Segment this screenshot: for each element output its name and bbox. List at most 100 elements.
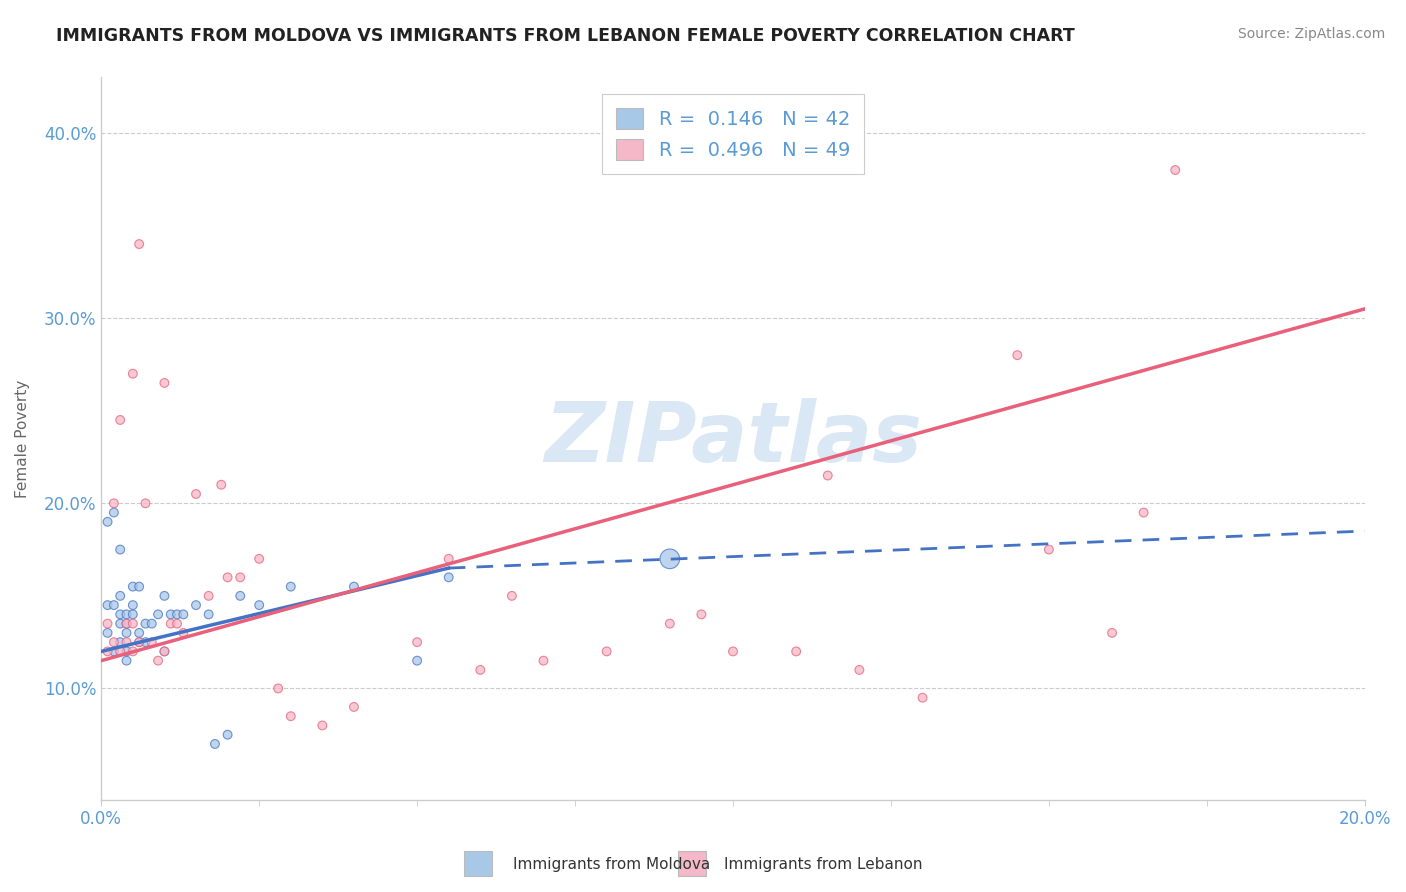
Point xyxy=(115,635,138,649)
Point xyxy=(658,551,681,566)
Point xyxy=(128,635,150,649)
Text: ZIPatlas: ZIPatlas xyxy=(544,398,922,479)
Point xyxy=(470,663,492,677)
Point xyxy=(97,626,120,640)
Point xyxy=(229,570,252,584)
Point xyxy=(166,607,188,622)
Point xyxy=(159,616,181,631)
Point xyxy=(501,589,523,603)
Point xyxy=(97,598,120,612)
Point xyxy=(437,551,460,566)
Point xyxy=(848,663,870,677)
Point xyxy=(159,607,181,622)
Point xyxy=(146,607,169,622)
Point xyxy=(121,580,143,594)
Point xyxy=(184,487,207,501)
Point xyxy=(128,237,150,252)
Point xyxy=(247,598,270,612)
Text: IMMIGRANTS FROM MOLDOVA VS IMMIGRANTS FROM LEBANON FEMALE POVERTY CORRELATION CH: IMMIGRANTS FROM MOLDOVA VS IMMIGRANTS FR… xyxy=(56,27,1076,45)
Point xyxy=(115,626,138,640)
Point xyxy=(115,607,138,622)
Point xyxy=(121,598,143,612)
Point xyxy=(115,616,138,631)
Point xyxy=(217,728,239,742)
Point xyxy=(146,654,169,668)
Point xyxy=(128,626,150,640)
Point xyxy=(172,626,194,640)
Point xyxy=(1132,506,1154,520)
Text: Immigrants from Moldova: Immigrants from Moldova xyxy=(513,857,710,872)
Point xyxy=(1164,163,1187,178)
Point xyxy=(128,580,150,594)
Point xyxy=(204,737,226,751)
Point xyxy=(817,468,839,483)
Y-axis label: Female Poverty: Female Poverty xyxy=(15,379,30,498)
Point xyxy=(658,616,681,631)
Point xyxy=(595,644,617,658)
Point xyxy=(115,644,138,658)
Point xyxy=(103,598,125,612)
Point xyxy=(280,580,302,594)
Text: Immigrants from Lebanon: Immigrants from Lebanon xyxy=(724,857,922,872)
Point xyxy=(97,616,120,631)
Point xyxy=(280,709,302,723)
Point xyxy=(115,654,138,668)
Point xyxy=(406,635,429,649)
Point xyxy=(1101,626,1123,640)
Point xyxy=(166,616,188,631)
Point xyxy=(343,700,366,714)
Point xyxy=(141,635,163,649)
Point xyxy=(217,570,239,584)
Point xyxy=(97,515,120,529)
Point xyxy=(197,589,219,603)
Point xyxy=(153,589,176,603)
Point xyxy=(103,506,125,520)
Point xyxy=(134,635,156,649)
Point xyxy=(103,644,125,658)
Point xyxy=(406,654,429,668)
Point xyxy=(690,607,713,622)
Point xyxy=(108,542,131,557)
Point xyxy=(108,644,131,658)
Point xyxy=(141,616,163,631)
Point xyxy=(115,616,138,631)
Bar xyxy=(678,851,706,876)
Point xyxy=(134,496,156,510)
Point xyxy=(785,644,807,658)
Point xyxy=(103,496,125,510)
Point xyxy=(103,635,125,649)
Point xyxy=(121,616,143,631)
Point xyxy=(267,681,290,696)
Point xyxy=(128,635,150,649)
Point xyxy=(153,644,176,658)
Bar xyxy=(464,851,492,876)
Point xyxy=(247,551,270,566)
Point xyxy=(121,607,143,622)
Point xyxy=(172,607,194,622)
Point xyxy=(1007,348,1029,362)
Point xyxy=(108,635,131,649)
Point xyxy=(184,598,207,612)
Point xyxy=(437,570,460,584)
Point xyxy=(108,589,131,603)
Point xyxy=(153,376,176,390)
Point xyxy=(311,718,333,732)
Point xyxy=(209,477,232,491)
Text: Source: ZipAtlas.com: Source: ZipAtlas.com xyxy=(1237,27,1385,41)
Point xyxy=(134,616,156,631)
Point xyxy=(108,616,131,631)
Point xyxy=(343,580,366,594)
Point xyxy=(721,644,744,658)
Point xyxy=(533,654,555,668)
Point xyxy=(121,644,143,658)
Point xyxy=(911,690,934,705)
Point xyxy=(197,607,219,622)
Legend: R =  0.146   N = 42, R =  0.496   N = 49: R = 0.146 N = 42, R = 0.496 N = 49 xyxy=(602,95,863,174)
Point xyxy=(229,589,252,603)
Point xyxy=(1038,542,1060,557)
Point xyxy=(108,413,131,427)
Point xyxy=(121,367,143,381)
Point xyxy=(153,644,176,658)
Point xyxy=(97,644,120,658)
Point xyxy=(108,607,131,622)
